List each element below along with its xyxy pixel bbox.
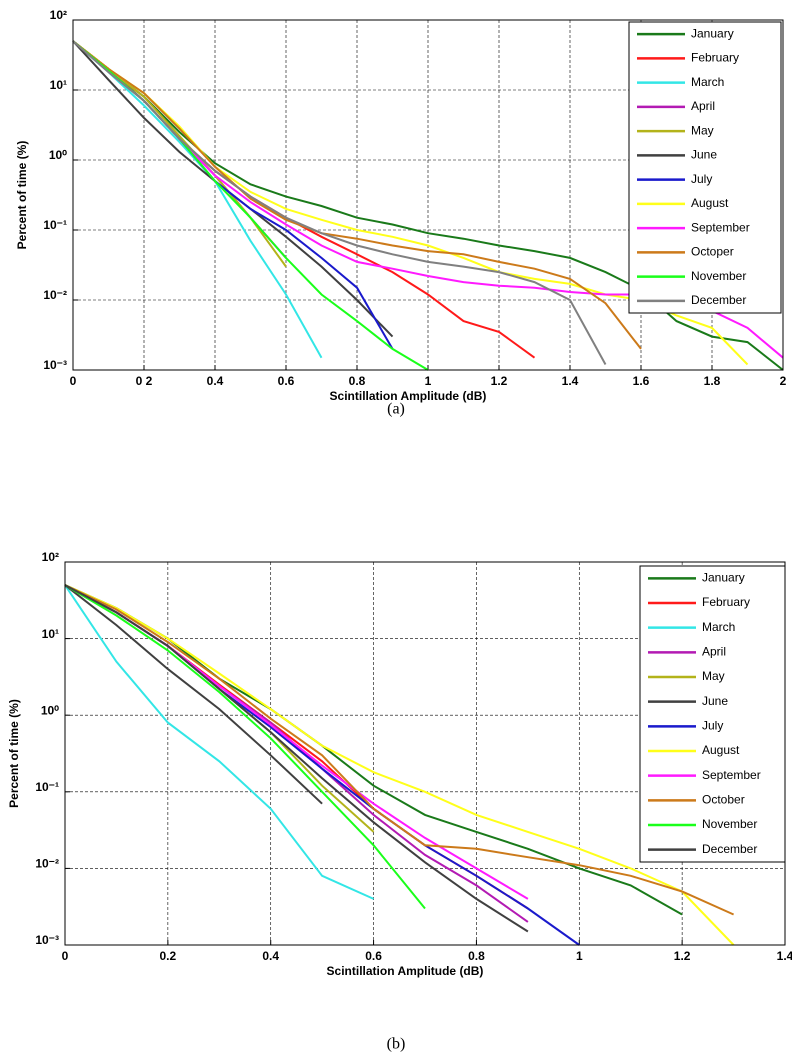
y-tick-label: 10⁻²: [35, 857, 59, 871]
y-tick-label: 10⁻²: [43, 288, 67, 302]
y-tick-label: 10²: [50, 8, 67, 22]
y-tick-label: 10⁻¹: [43, 218, 67, 232]
legend-label: March: [702, 620, 735, 634]
legend-label: July: [702, 719, 723, 733]
legend-label: September: [691, 220, 750, 234]
x-tick-label: 1: [576, 949, 583, 963]
legend-label: December: [702, 842, 757, 856]
legend-label: May: [702, 669, 725, 683]
y-tick-label: 10⁰: [41, 703, 59, 717]
y-tick-label: 10²: [42, 550, 59, 564]
chart: 10⁻³ 10⁻² 10⁻¹ 10⁰ 10¹ 10² 0 0 2 0.4 0.6 0.8 1 1.2 1.…: [15, 8, 786, 418]
x-tick-label: 0.8: [468, 949, 485, 963]
x-tick-label: 1.2: [674, 949, 691, 963]
series-line: [64, 584, 735, 946]
legend: January February March April May June July Augu…: [639, 565, 786, 863]
legend: January February March April May June July Augu…: [628, 21, 782, 314]
legend-label: November: [691, 269, 746, 283]
x-tick-label: 0.4: [207, 374, 224, 388]
x-tick-label: 1.2: [491, 374, 508, 388]
x-tick-label: 1.4: [777, 949, 792, 963]
legend-label: July: [691, 172, 712, 186]
y-tick-label: 10⁻¹: [35, 780, 59, 794]
legend-label: February: [691, 51, 739, 65]
x-tick-label: 0.6: [365, 949, 382, 963]
x-tick-label: 1.8: [704, 374, 721, 388]
series-line: [64, 584, 323, 805]
legend-label: May: [691, 123, 714, 137]
legend-box: [628, 21, 782, 314]
caption: (b): [387, 1036, 406, 1053]
x-tick-label: 1.4: [562, 374, 579, 388]
legend-label: February: [702, 595, 750, 609]
legend-box: [639, 565, 786, 863]
legend-label: December: [691, 293, 746, 307]
x-tick-label: 0 2: [136, 374, 153, 388]
legend-label: August: [691, 196, 729, 210]
x-tick-label: 0.2: [160, 949, 177, 963]
legend-label: June: [702, 694, 728, 708]
x-tick-label: 0.6: [278, 374, 295, 388]
x-tick-label: 0: [70, 374, 77, 388]
series-line: [64, 584, 529, 933]
legend-label: January: [702, 571, 745, 585]
y-tick-label: 10⁻³: [35, 933, 59, 947]
series-line: [72, 40, 642, 350]
series-line: [72, 40, 607, 365]
legend-label: March: [691, 75, 724, 89]
x-tick-label: 0.4: [262, 949, 279, 963]
legend-label: September: [702, 768, 761, 782]
y-axis-label: Percent of time (%): [15, 141, 29, 250]
caption: (a): [387, 401, 405, 418]
x-axis-label: Scintillation Amplitude (dB): [327, 964, 484, 978]
x-axis-label: Scintillation Amplitude (dB): [330, 389, 487, 403]
series-line: [64, 584, 375, 900]
y-tick-label: 10¹: [50, 78, 67, 92]
legend-label: November: [702, 817, 757, 831]
legend-label: Octoper: [691, 245, 734, 259]
legend-label: January: [691, 26, 734, 40]
y-tick-label: 10⁰: [49, 148, 67, 162]
y-tick-label: 10⁻³: [43, 358, 67, 372]
legend-label: April: [702, 645, 726, 659]
chart: 10⁻³ 10⁻² 10⁻¹ 10⁰ 10¹ 10² 0 0.2 0.4 0.6 0.8 1 1.2 1.…: [7, 550, 792, 1053]
x-tick-label: 0.8: [349, 374, 366, 388]
axes-frame: [72, 19, 784, 371]
legend-label: June: [691, 148, 717, 162]
series-line: [64, 584, 426, 910]
x-tick-label: 1: [425, 374, 432, 388]
y-tick-label: 10¹: [42, 627, 59, 641]
legend-label: October: [702, 793, 745, 807]
legend-label: April: [691, 99, 715, 113]
x-tick-label: 0: [62, 949, 69, 963]
x-tick-label: 2: [780, 374, 787, 388]
series-line: [64, 584, 735, 916]
x-tick-label: 1.6: [633, 374, 650, 388]
legend-label: August: [702, 743, 740, 757]
y-axis-label: Percent of time (%): [7, 699, 21, 808]
